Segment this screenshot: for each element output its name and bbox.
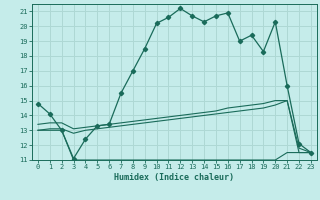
X-axis label: Humidex (Indice chaleur): Humidex (Indice chaleur) — [115, 173, 234, 182]
